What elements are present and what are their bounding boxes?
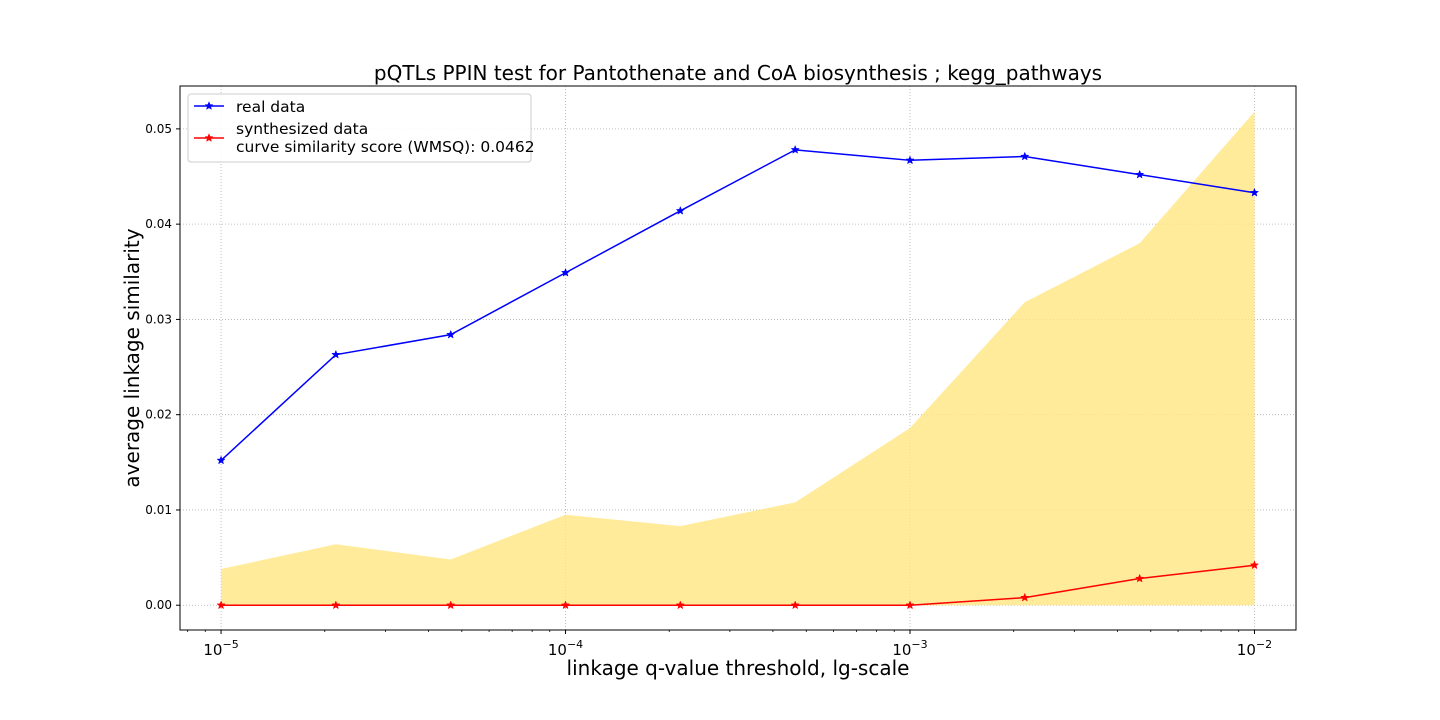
plot-frame bbox=[179, 85, 1297, 631]
y-axis: 0.00 0.01 0.02 0.03 0.04 0.05 bbox=[145, 122, 180, 612]
data-point bbox=[1020, 151, 1030, 161]
series-line-real-data bbox=[220, 149, 1255, 461]
x-tick-label: 10−4 bbox=[548, 638, 583, 659]
data-point bbox=[216, 455, 226, 465]
y-tick-label: 0.01 bbox=[145, 503, 172, 517]
series-synthesized-data bbox=[216, 560, 1260, 610]
series-line-synthesized-data bbox=[221, 564, 1255, 606]
data-point bbox=[790, 600, 800, 610]
legend-label-real-data: real data bbox=[236, 98, 305, 116]
data-point bbox=[790, 144, 800, 154]
x-tick-label: 10−2 bbox=[1237, 638, 1272, 659]
x-tick-label: 10−5 bbox=[203, 638, 238, 659]
data-point bbox=[560, 600, 571, 610]
confidence-band bbox=[221, 111, 1255, 606]
y-tick-label: 0.03 bbox=[145, 312, 172, 326]
chart-title: pQTLs PPIN test for Pantothenate and CoA… bbox=[374, 61, 1102, 85]
series-layer bbox=[216, 144, 1260, 610]
band-area bbox=[221, 111, 1255, 606]
legend-swatch-marker bbox=[204, 133, 214, 142]
y-tick-label: 0.00 bbox=[145, 598, 172, 612]
legend-box bbox=[187, 93, 532, 163]
series-real-data bbox=[216, 144, 1260, 465]
legend-label-curve-similarity: curve similarity score (WMSQ): 0.0462 bbox=[236, 138, 535, 156]
data-point bbox=[560, 267, 571, 277]
data-point bbox=[1249, 560, 1260, 570]
data-point bbox=[675, 600, 685, 610]
data-point bbox=[216, 600, 226, 610]
data-point bbox=[1020, 592, 1030, 602]
data-point bbox=[446, 600, 456, 610]
data-point bbox=[331, 349, 341, 359]
x-axis-label: linkage q-value threshold, lg-scale bbox=[567, 656, 910, 680]
data-point bbox=[1249, 187, 1260, 197]
legend-entry-real-data bbox=[194, 101, 224, 110]
data-point bbox=[331, 600, 341, 610]
data-point bbox=[905, 155, 915, 165]
legend: real data synthesized data curve similar… bbox=[187, 93, 535, 163]
x-axis: 10−5 10−4 10−3 10−2 bbox=[187, 630, 1272, 659]
data-point bbox=[675, 205, 685, 215]
data-point bbox=[1134, 573, 1145, 583]
x-tick-label: 10−3 bbox=[892, 638, 927, 659]
y-tick-label: 0.05 bbox=[145, 122, 172, 136]
y-tick-label: 0.04 bbox=[145, 217, 172, 231]
y-tick-label: 0.02 bbox=[145, 408, 172, 422]
data-point bbox=[905, 600, 915, 610]
legend-label-synthesized-data: synthesized data bbox=[236, 120, 368, 138]
data-point bbox=[446, 329, 456, 339]
legend-entry-synthesized-data bbox=[194, 133, 224, 142]
data-point bbox=[1134, 169, 1145, 179]
y-axis-label: average linkage similarity bbox=[120, 228, 144, 487]
legend-swatch-marker bbox=[204, 101, 214, 110]
